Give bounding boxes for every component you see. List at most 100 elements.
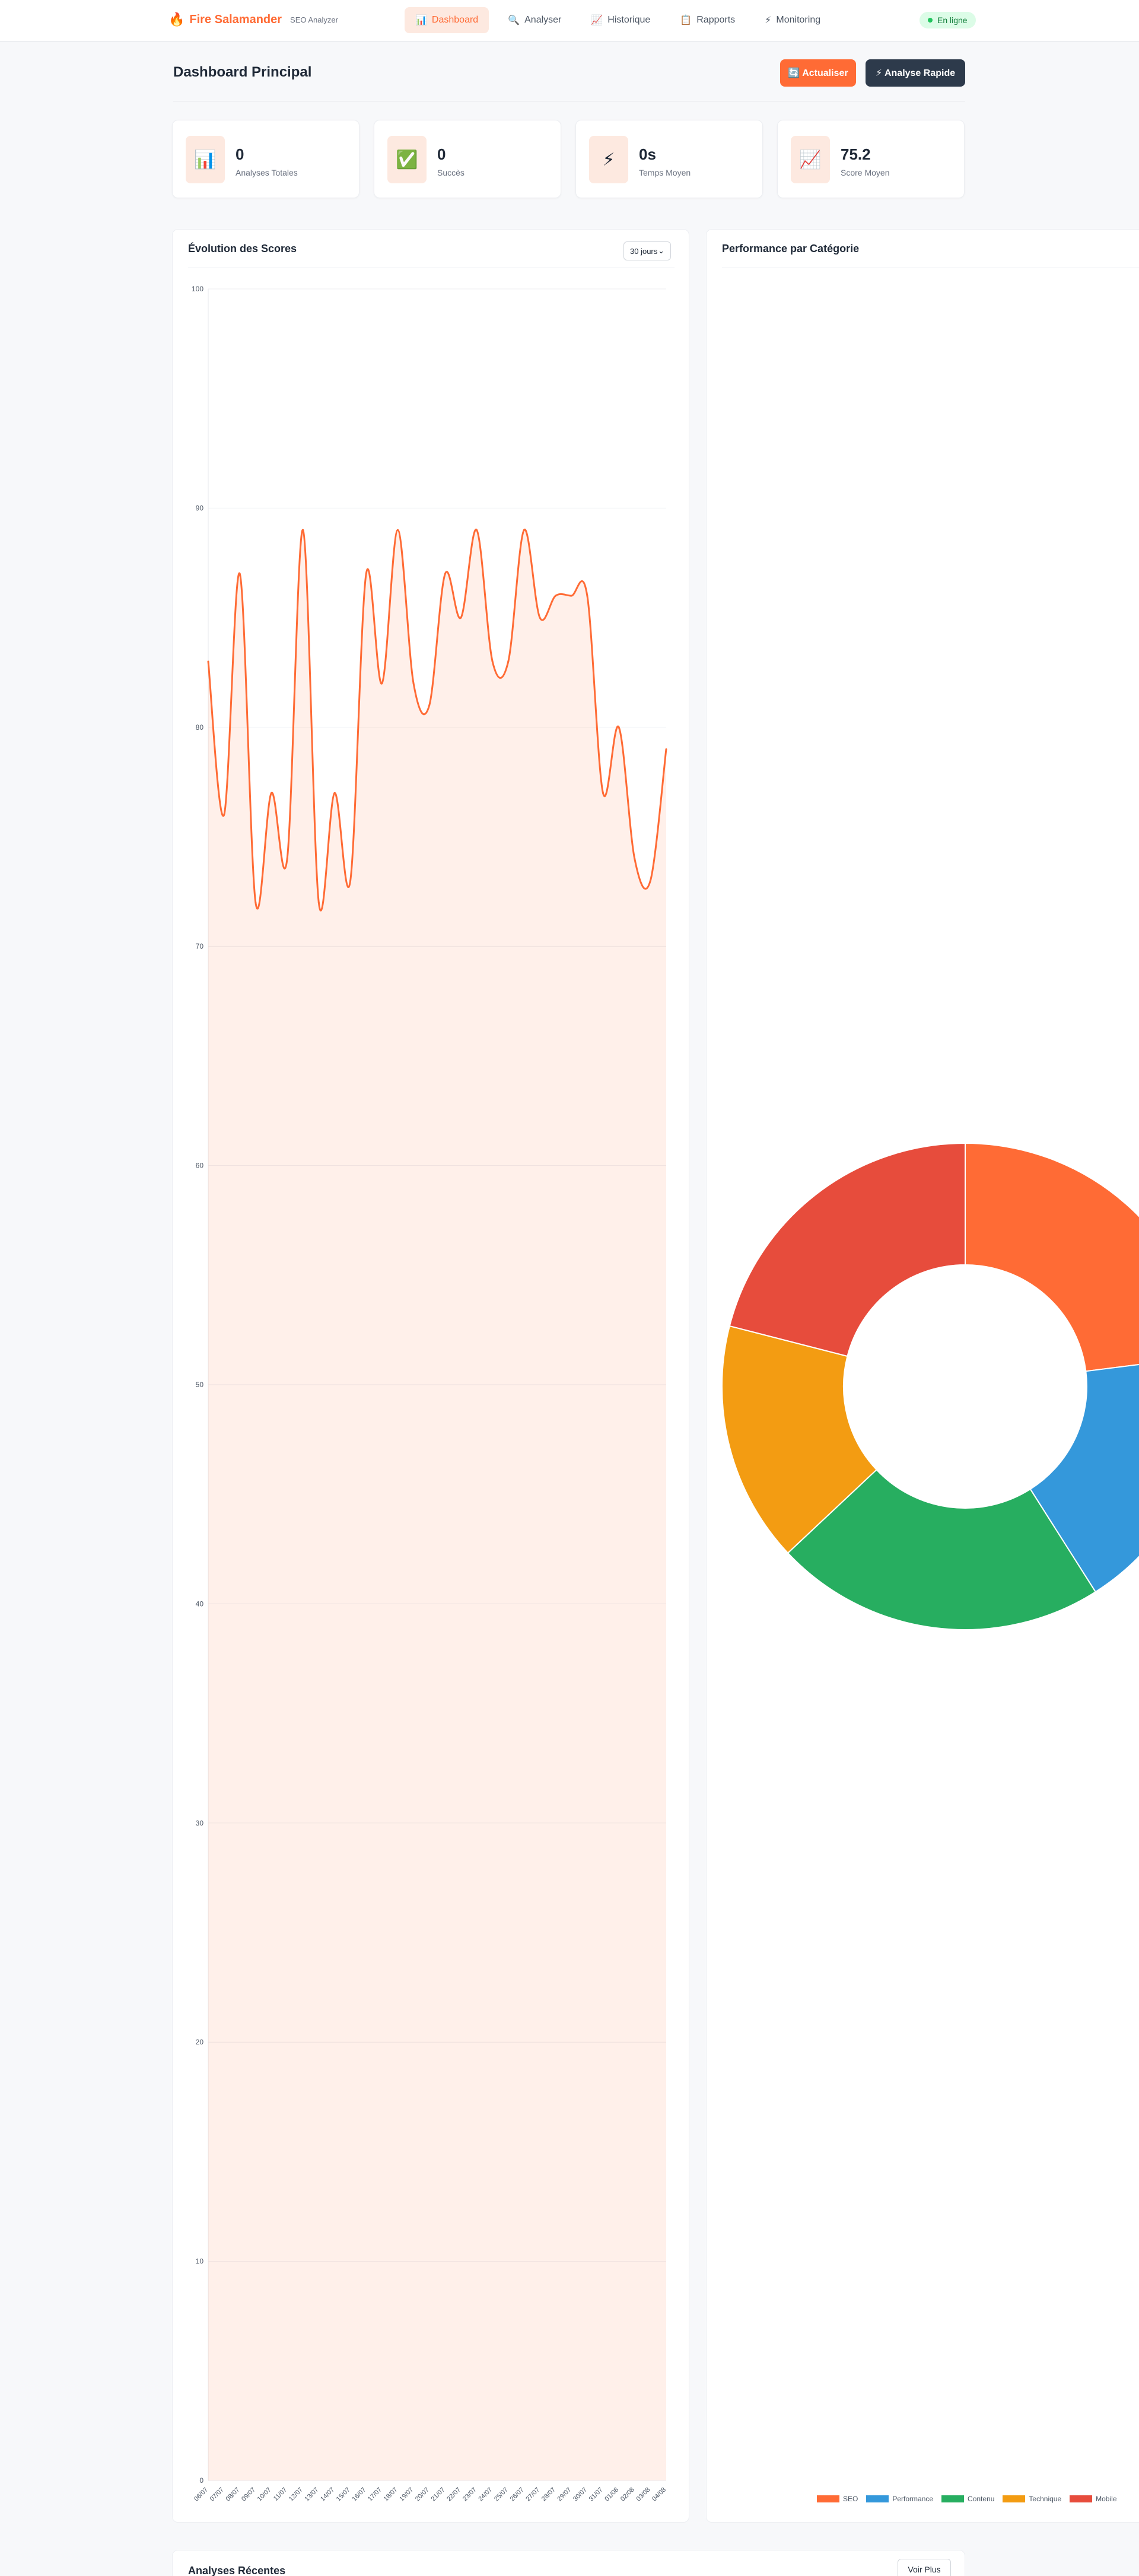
range-select[interactable]: 30 jours ⌄	[623, 241, 671, 260]
x-tick-label: 01/08	[603, 2486, 620, 2503]
stat-card-total-analyses: 📊 0 Analyses Totales	[172, 120, 359, 198]
x-tick-label: 02/08	[619, 2486, 636, 2503]
check-icon: ✅	[387, 136, 427, 183]
y-tick-label: 80	[196, 723, 204, 732]
data-point	[207, 660, 209, 663]
x-tick-label: 14/07	[319, 2486, 336, 2503]
trend-up-icon: 📈	[791, 136, 830, 183]
data-point	[634, 857, 636, 860]
stat-card-average-time: ⚡ 0s Temps Moyen	[575, 120, 763, 198]
nav-dashboard[interactable]: 📊 Dashboard	[405, 7, 489, 33]
data-point	[412, 682, 415, 685]
data-point	[333, 792, 336, 794]
flame-icon: 🔥	[168, 12, 185, 27]
data-point	[602, 792, 605, 794]
stat-label: Analyses Totales	[236, 168, 298, 177]
legend-label: Mobile	[1096, 2495, 1117, 2503]
x-tick-label: 04/08	[651, 2486, 667, 2503]
legend-item[interactable]: SEO	[817, 2495, 858, 2503]
x-tick-label: 21/07	[429, 2486, 446, 2503]
y-tick-label: 20	[196, 2038, 204, 2046]
brand-name: Fire Salamander	[189, 12, 282, 26]
doughnut-slice-contenu[interactable]	[787, 1468, 1097, 1630]
stat-value: 0s	[639, 145, 656, 163]
x-tick-label: 08/07	[224, 2486, 241, 2503]
x-tick-label: 09/07	[240, 2486, 257, 2503]
chart-legend: SEO Performance Contenu Technique Mobile	[817, 2495, 1117, 2503]
stat-label: Score Moyen	[841, 168, 890, 177]
status-dot-icon	[928, 18, 933, 23]
data-point	[476, 529, 478, 531]
data-point	[254, 901, 257, 904]
nav-monitoring[interactable]: ⚡ Monitoring	[754, 7, 831, 33]
y-tick-label: 70	[196, 942, 204, 950]
quick-analysis-button[interactable]: ⚡ Analyse Rapide	[866, 59, 965, 87]
legend-swatch	[1070, 2495, 1093, 2502]
y-tick-label: 50	[196, 1381, 204, 1389]
brand[interactable]: 🔥 Fire Salamander SEO Analyzer	[168, 12, 338, 27]
x-tick-label: 31/07	[588, 2486, 605, 2503]
x-tick-label: 30/07	[572, 2486, 588, 2503]
data-point	[586, 594, 588, 597]
category-performance-panel: Performance par Catégorie SEO Performance…	[706, 229, 1139, 2523]
x-tick-label: 06/07	[193, 2486, 209, 2503]
stat-label: Temps Moyen	[639, 168, 691, 177]
legend-swatch	[1003, 2495, 1026, 2502]
nav-analyser[interactable]: 🔍 Analyser	[497, 7, 572, 33]
legend-item[interactable]: Performance	[866, 2495, 933, 2503]
data-point	[491, 660, 494, 663]
stat-value: 0	[236, 145, 244, 163]
nav-label: Monitoring	[776, 15, 821, 25]
doughnut-slice-seo[interactable]	[965, 1142, 1139, 1372]
x-tick-label: 10/07	[256, 2486, 273, 2503]
stat-card-average-score: 📈 75.2 Score Moyen	[777, 120, 965, 198]
score-line-chart: 0 10 20 30 40 50 60 70 80 90 100 06/0707/0708/0709/…	[192, 285, 667, 2503]
nav-historique[interactable]: 📈 Historique	[580, 7, 661, 33]
data-point	[555, 594, 557, 597]
stat-card-success: ✅ 0 Succès	[374, 120, 561, 198]
data-point	[665, 748, 667, 750]
data-point	[507, 660, 510, 663]
legend-item[interactable]: Mobile	[1070, 2495, 1117, 2503]
data-point	[444, 573, 446, 575]
nav-rapports[interactable]: 📋 Rapports	[669, 7, 746, 33]
lightning-icon: ⚡	[765, 15, 772, 26]
brand-subtitle: SEO Analyzer	[290, 15, 338, 24]
doughnut-slice-technique[interactable]	[721, 1325, 877, 1554]
legend-label: Contenu	[968, 2495, 995, 2503]
nav-label: Rapports	[696, 15, 736, 25]
data-point	[523, 529, 525, 531]
x-tick-label: 17/07	[367, 2486, 383, 2503]
y-tick-label: 30	[196, 1819, 204, 1827]
refresh-button[interactable]: 🔄 Actualiser	[780, 59, 856, 87]
legend-item[interactable]: Contenu	[941, 2495, 994, 2503]
x-tick-label: 11/07	[272, 2486, 288, 2502]
data-point	[570, 594, 572, 597]
data-point	[223, 814, 225, 816]
data-point	[286, 857, 288, 860]
panel-title: Performance par Catégorie	[722, 243, 860, 255]
data-point	[270, 792, 272, 794]
status-label: En ligne	[937, 15, 968, 25]
data-point	[618, 726, 620, 729]
recent-analyses-panel: Analyses Récentes Voir Plus	[172, 2550, 965, 2576]
trend-up-icon: 📈	[591, 15, 603, 26]
doughnut-slice-mobile[interactable]	[728, 1142, 966, 1357]
x-tick-label: 29/07	[556, 2486, 572, 2503]
category-doughnut-chart	[721, 1142, 1139, 1630]
bar-chart-icon: 📊	[186, 136, 225, 183]
data-point	[317, 901, 320, 904]
data-point	[649, 879, 651, 882]
see-more-button[interactable]: Voir Plus	[898, 2559, 951, 2576]
data-point	[396, 529, 399, 531]
nav-label: Historique	[607, 15, 651, 25]
stat-label: Succès	[437, 168, 464, 177]
chevron-down-icon: ⌄	[658, 246, 664, 255]
doughnut-slice-performance[interactable]	[1029, 1356, 1139, 1593]
range-select-value: 30 jours	[630, 246, 658, 256]
panel-title: Évolution des Scores	[188, 243, 297, 255]
x-tick-label: 15/07	[335, 2486, 352, 2503]
data-point	[428, 704, 431, 707]
data-point	[349, 879, 352, 882]
legend-item[interactable]: Technique	[1003, 2495, 1061, 2503]
